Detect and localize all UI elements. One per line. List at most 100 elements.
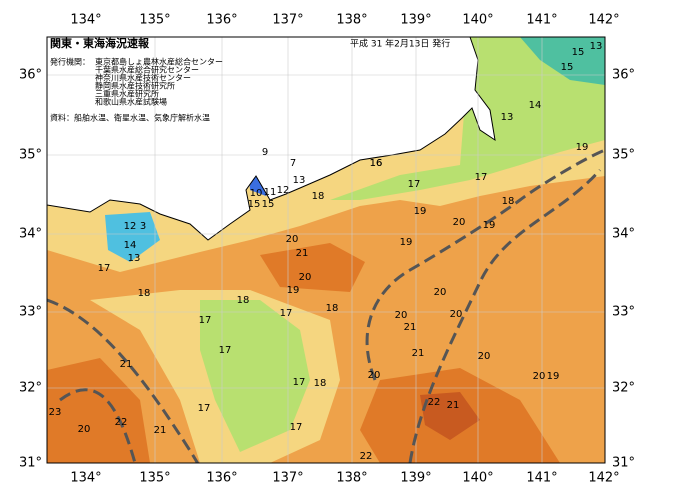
longitude-label: 139° xyxy=(400,13,431,28)
contour-label: 20 xyxy=(368,370,381,381)
contour-label: 20 xyxy=(533,371,546,382)
contour-label: 12 xyxy=(277,185,290,196)
issuer: 和歌山県水産試験場 xyxy=(95,97,167,107)
contour-label: 17 xyxy=(198,403,211,414)
longitude-label: 142° xyxy=(588,471,619,486)
contour-label: 15 xyxy=(572,47,585,58)
warm-patch xyxy=(47,358,150,463)
longitude-label: 138° xyxy=(336,471,367,486)
issue-date: 平成 31 年2月13日 発行 xyxy=(350,38,450,50)
latitude-label: 34° xyxy=(612,227,635,242)
contour-label: 20 xyxy=(450,309,463,320)
longitude-label: 140° xyxy=(462,471,493,486)
longitude-label: 135° xyxy=(139,13,170,28)
contour-label: 20 xyxy=(78,424,91,435)
title: 関東・東海海況速報 xyxy=(50,36,150,50)
contour-label: 18 xyxy=(237,295,250,306)
contour-label: 21 xyxy=(447,400,460,411)
longitude-label: 140° xyxy=(462,13,493,28)
contour-label: 20 xyxy=(299,272,312,283)
contour-label: 17 xyxy=(280,308,293,319)
latitude-label: 35° xyxy=(612,148,635,163)
latitude-label: 36° xyxy=(19,68,42,83)
map-frame xyxy=(46,36,606,464)
contour-label: 7 xyxy=(290,158,296,169)
longitude-label: 137° xyxy=(272,471,303,486)
contour-label: 21 xyxy=(120,359,133,370)
contour-label: 19 xyxy=(414,206,427,217)
contour-label: 19 xyxy=(547,371,560,382)
contour-label: 18 xyxy=(314,378,327,389)
contour-label: 22 xyxy=(115,417,128,428)
contour-label: 19 xyxy=(287,285,300,296)
contour-label: 16 xyxy=(370,158,383,169)
contour-label: 14 xyxy=(124,240,137,251)
contour-label: 20 xyxy=(395,310,408,321)
issuer: 東京都島しょ農林水産総合センター xyxy=(95,57,223,67)
contour-label: 17 xyxy=(475,172,488,183)
longitude-label: 142° xyxy=(588,13,619,28)
latitude-label: 31° xyxy=(612,456,635,471)
latitude-label: 32° xyxy=(612,381,635,396)
contour-label: 17 xyxy=(219,345,232,356)
issuer: 千葉県水産総合研究センター xyxy=(95,65,199,75)
contour-label: 15 xyxy=(248,199,261,210)
cold-tongue xyxy=(200,300,310,452)
graticule xyxy=(47,37,605,463)
longitude-label: 141° xyxy=(526,13,557,28)
longitude-label: 137° xyxy=(272,13,303,28)
contour-label: 13 xyxy=(128,253,141,264)
contour-label: 16 xyxy=(370,158,383,169)
contour-label: 18 xyxy=(326,303,339,314)
latitude-label: 33° xyxy=(612,305,635,320)
contour-label: 10 xyxy=(250,188,263,199)
contour-label: 11 xyxy=(264,187,277,198)
issuers-label: 発行機関： xyxy=(50,57,90,67)
latitude-label: 35° xyxy=(19,148,42,163)
contour-label: 20 xyxy=(478,351,491,362)
contour-label: 9 xyxy=(262,147,268,158)
contour-label: 21 xyxy=(154,425,167,436)
longitude-label: 141° xyxy=(526,471,557,486)
bay-water xyxy=(105,212,160,262)
latitude-label: 33° xyxy=(19,305,42,320)
contour-label: 17 xyxy=(290,422,303,433)
contour-label: 18 xyxy=(502,196,515,207)
contour-label: 12 xyxy=(124,221,137,232)
contour-label: 18 xyxy=(312,191,325,202)
latitude-label: 36° xyxy=(612,68,635,83)
contour-label: 17 xyxy=(293,377,306,388)
contour-label: 17 xyxy=(199,315,212,326)
kuroshio-axis xyxy=(47,148,605,463)
contour-label: 15 xyxy=(262,199,275,210)
longitude-label: 134° xyxy=(70,471,101,486)
contour-label: 21 xyxy=(404,322,417,333)
longitude-label: 138° xyxy=(336,13,367,28)
issuer: 三重県水産研究所 xyxy=(95,89,159,99)
issuer: 神奈川県水産技術センター xyxy=(95,73,191,83)
contour-label: 17 xyxy=(98,263,111,274)
contour-label: 22 xyxy=(428,397,441,408)
contour-label: 20 xyxy=(453,217,466,228)
longitude-label: 136° xyxy=(206,13,237,28)
cold-core xyxy=(520,37,605,85)
warm-core xyxy=(420,392,480,440)
contour-label: 20 xyxy=(434,287,447,298)
longitude-label: 139° xyxy=(400,471,431,486)
latitude-label: 34° xyxy=(19,227,42,242)
latitude-label: 31° xyxy=(19,456,42,471)
contour-label: 21 xyxy=(412,348,425,359)
contour-label: 13 xyxy=(590,41,603,52)
cold-water xyxy=(330,37,605,200)
contour-label: 17 xyxy=(408,179,421,190)
contour-label: 13 xyxy=(501,112,514,123)
longitude-label: 134° xyxy=(70,13,101,28)
contour-label: 3 xyxy=(140,221,146,232)
contour-label: 21 xyxy=(296,248,309,259)
contour-label: 23 xyxy=(49,407,62,418)
issuer: 静岡県水産技術研究所 xyxy=(95,81,175,91)
contour-label: 19 xyxy=(483,220,496,231)
contour-label: 15 xyxy=(561,62,574,73)
latitude-label: 32° xyxy=(19,381,42,396)
